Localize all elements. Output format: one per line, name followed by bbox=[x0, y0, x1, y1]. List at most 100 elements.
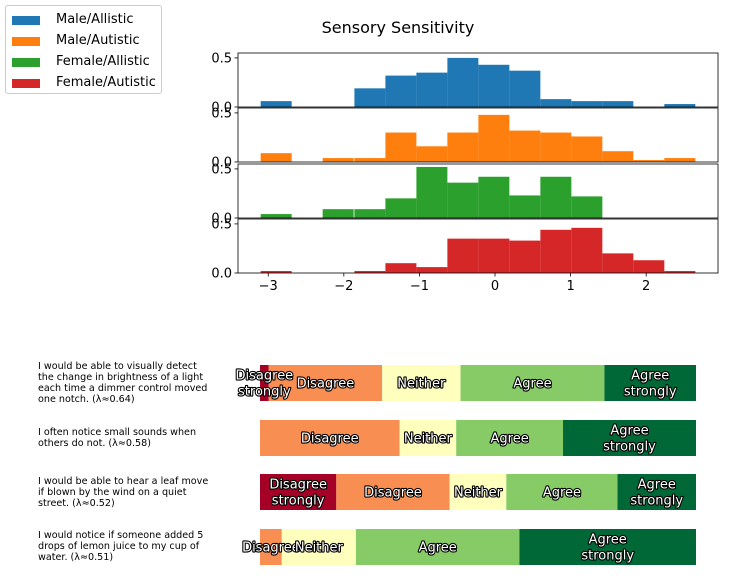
histogram-bar bbox=[602, 253, 634, 273]
y-tick-label: 0.5 bbox=[211, 51, 232, 66]
likert-segment bbox=[456, 420, 564, 456]
chart-legend: Male/Allistic Male/Autistic Female/Allis… bbox=[5, 5, 162, 94]
segment-label: Agree strongly bbox=[581, 533, 634, 564]
histogram-panel: 0.0 0.5 bbox=[211, 217, 719, 282]
histogram-bar bbox=[509, 130, 541, 162]
histogram-bar bbox=[571, 136, 603, 162]
y-tick-label: 0.5 bbox=[211, 106, 232, 121]
histogram-bar bbox=[385, 132, 417, 162]
likert-segment bbox=[260, 420, 400, 456]
segment-label: Agree strongly bbox=[603, 424, 656, 455]
histogram-bar bbox=[354, 271, 386, 273]
histogram-bar bbox=[447, 182, 479, 218]
histogram-bar bbox=[509, 240, 541, 273]
segment-label: Agree bbox=[419, 541, 457, 556]
segment-label: Neither bbox=[295, 541, 344, 556]
histogram-bar bbox=[385, 75, 417, 107]
question-label: I would be able to visually detect the c… bbox=[38, 361, 208, 405]
x-tick-label: −2 bbox=[334, 279, 353, 294]
histogram-bar bbox=[478, 64, 510, 107]
legend-swatch bbox=[12, 37, 40, 46]
segment-label: Neither bbox=[397, 377, 446, 392]
histogram-bar bbox=[447, 238, 479, 273]
segment-label: Disagree bbox=[364, 486, 422, 501]
segment-label: Neither bbox=[404, 432, 453, 447]
legend-swatch bbox=[12, 58, 40, 67]
segment-label: Agree bbox=[491, 432, 529, 447]
histogram-bar bbox=[571, 227, 603, 273]
legend-swatch bbox=[12, 79, 40, 88]
y-tick-label: 0.5 bbox=[211, 162, 232, 177]
histogram-bar bbox=[447, 57, 479, 107]
histogram-panel: 0.0 0.5 bbox=[211, 162, 719, 227]
question-label: I would notice if someone added 5 drops … bbox=[38, 530, 204, 563]
histogram-bar bbox=[478, 238, 510, 273]
legend-label: Male/Autistic bbox=[56, 33, 140, 48]
panel-frame bbox=[237, 52, 719, 108]
histogram-bar bbox=[664, 158, 696, 162]
segment-label: Agree strongly bbox=[624, 369, 677, 400]
question-label: I would be able to hear a leaf move if b… bbox=[38, 476, 209, 509]
histogram-bar bbox=[540, 99, 572, 107]
chart-title: Sensory Sensitivity bbox=[321, 18, 475, 37]
x-tick-label: −1 bbox=[410, 279, 429, 294]
y-tick-label: 0.0 bbox=[211, 212, 232, 227]
question-label: I often notice small sounds when others … bbox=[38, 427, 197, 449]
histogram-bar bbox=[260, 214, 292, 218]
histogram-bar bbox=[509, 70, 541, 107]
likert-segment bbox=[617, 474, 696, 510]
y-tick-label: 0.0 bbox=[211, 156, 232, 171]
histogram-bar bbox=[602, 101, 634, 107]
likert-segment bbox=[260, 365, 269, 401]
histogram-bar bbox=[509, 195, 541, 218]
histogram-bar bbox=[416, 267, 448, 273]
y-tick-label: 0.0 bbox=[211, 267, 232, 282]
histogram-bar bbox=[385, 198, 417, 218]
segment-label: Disagree bbox=[297, 377, 355, 392]
histogram-bar bbox=[260, 271, 292, 273]
histogram-bar bbox=[416, 146, 448, 162]
x-tick-label: 2 bbox=[642, 279, 650, 294]
likert-segment bbox=[563, 420, 696, 456]
y-tick-label: 0.5 bbox=[211, 217, 232, 232]
histogram-bar bbox=[540, 132, 572, 162]
segment-label: Agree bbox=[543, 486, 581, 501]
histogram-panel: 0.0 0.5 bbox=[211, 51, 719, 116]
histogram-bar bbox=[664, 271, 696, 273]
segment-label: Disagree bbox=[301, 432, 359, 447]
histogram-bar bbox=[354, 158, 386, 162]
histogram-bar bbox=[571, 196, 603, 218]
histogram-bar bbox=[416, 166, 448, 218]
likert-segment bbox=[260, 529, 282, 565]
histogram-bar bbox=[260, 153, 292, 162]
histogram-bar bbox=[571, 101, 603, 107]
histogram-bar bbox=[354, 209, 386, 218]
panel-frame bbox=[237, 163, 719, 219]
histogram-bar bbox=[416, 72, 448, 107]
panel-frame bbox=[237, 218, 719, 274]
x-tick-label: −3 bbox=[259, 279, 278, 294]
likert-segment bbox=[604, 365, 696, 401]
segment-label: Agree bbox=[513, 377, 551, 392]
histogram-bar bbox=[633, 260, 665, 273]
likert-segment bbox=[460, 365, 605, 401]
likert-segment bbox=[399, 420, 457, 456]
legend-label: Male/Allistic bbox=[56, 12, 134, 27]
x-tick-label: 1 bbox=[566, 279, 574, 294]
histogram-bar bbox=[322, 209, 354, 218]
likert-segment bbox=[268, 365, 383, 401]
likert-segment bbox=[355, 529, 520, 565]
histogram-bar bbox=[260, 101, 292, 107]
likert-segment bbox=[281, 529, 356, 565]
histogram-bar bbox=[602, 151, 634, 162]
likert-row: Disagree strongly Disagree Neither Agree Agre… bbox=[260, 474, 696, 510]
legend-label: Female/Allistic bbox=[56, 54, 150, 69]
likert-segment bbox=[506, 474, 618, 510]
histogram-bar bbox=[354, 88, 386, 107]
histogram-bar bbox=[322, 158, 354, 162]
legend-label: Female/Autistic bbox=[56, 75, 156, 90]
likert-segment bbox=[336, 474, 450, 510]
